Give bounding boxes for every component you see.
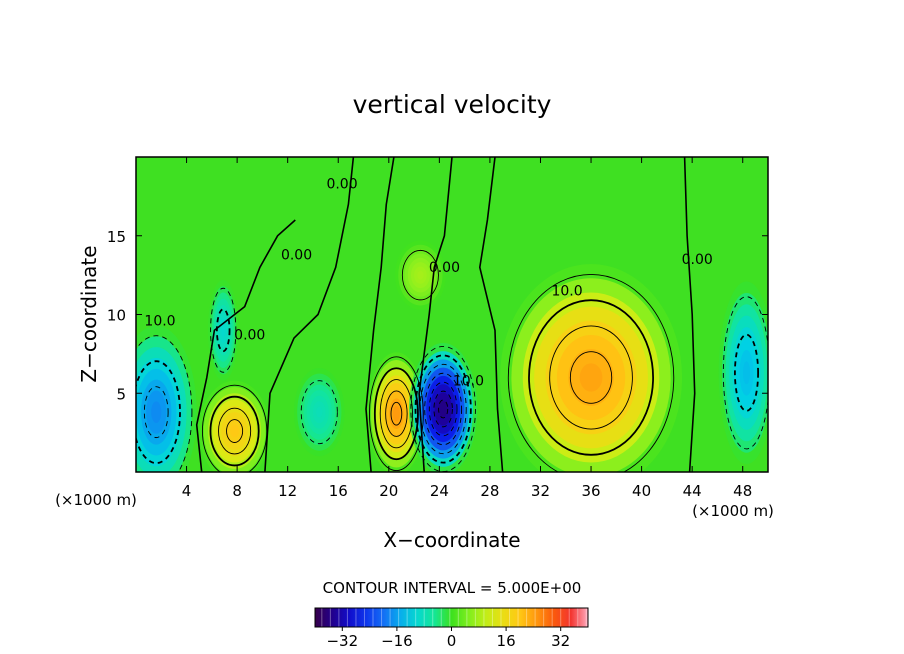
y-tick-label: 15	[107, 228, 126, 246]
contour-label: 0.00	[234, 328, 265, 344]
colorbar-tick-label: −32	[326, 632, 358, 650]
zero-contour	[264, 157, 355, 472]
zero-contour	[195, 219, 296, 472]
downdraft-cell	[208, 279, 239, 381]
x-tick-label: 4	[182, 482, 192, 500]
x-tick-label: 44	[683, 482, 702, 500]
contour-lines	[136, 157, 768, 472]
zero-contour	[683, 157, 696, 472]
colorbar-tick-label: −16	[381, 632, 413, 650]
x-tick-label: 20	[379, 482, 398, 500]
colorbar-tick-label: 0	[447, 632, 457, 650]
downdraft-cell	[136, 325, 197, 472]
x-unit-left: (×1000 m)	[55, 491, 137, 509]
colorbar-gradient	[315, 608, 588, 627]
plot-area: 10.0 0.00 0.00 0.00 0.00 10.0 10.0 0.00	[135, 156, 769, 473]
x-tick-label: 24	[430, 482, 449, 500]
contour-label: 0.00	[281, 247, 312, 263]
colorbar-ticks: −32 −16 0 16 32	[326, 627, 570, 650]
x-unit-right: (×1000 m)	[692, 502, 774, 520]
contour-label: 10.0	[453, 373, 484, 389]
y-axis-label: Z−coordinate	[77, 245, 101, 382]
x-tick-label: 28	[480, 482, 499, 500]
updraft-cell	[199, 380, 270, 472]
y-tick-label: 10	[107, 307, 126, 325]
contour-label: 0.00	[682, 252, 713, 268]
updraft-cell	[500, 264, 683, 472]
x-tick-label: 40	[632, 482, 651, 500]
x-tick-label: 36	[581, 482, 600, 500]
x-axis-label: X−coordinate	[383, 528, 520, 552]
colorbar-tick-label: 16	[497, 632, 516, 650]
chart-title: vertical velocity	[353, 90, 552, 119]
zero-contour	[365, 157, 395, 472]
x-tick-label: 12	[278, 482, 297, 500]
y-tick-label: 5	[116, 385, 126, 403]
contour-label: 0.00	[429, 260, 460, 276]
x-axis: 4 8 12 16 20 24 28 32 36 40 44 48	[182, 157, 752, 500]
zero-contour	[478, 157, 504, 472]
colorbar-tick-label: 32	[551, 632, 570, 650]
contour-label: 0.00	[326, 177, 357, 193]
downdraft-cell	[718, 281, 768, 465]
contour-interval-text: CONTOUR INTERVAL = 5.000E+00	[323, 579, 582, 597]
x-tick-label: 8	[232, 482, 242, 500]
y-axis: 5 10 15	[107, 228, 768, 403]
updraft-cell	[367, 352, 426, 472]
x-tick-label: 32	[531, 482, 550, 500]
colorbar-stripes	[321, 608, 587, 627]
contour-label: 10.0	[551, 284, 582, 300]
zero-contour	[418, 157, 453, 472]
x-tick-label: 48	[733, 482, 752, 500]
x-tick-label: 16	[329, 482, 348, 500]
colorbar: −32 −16 0 16 32	[314, 607, 589, 650]
contour-label: 10.0	[144, 314, 175, 330]
contour-labels: 10.0 0.00 0.00 0.00 0.00 10.0 10.0 0.00	[144, 177, 712, 390]
downdraft-cell	[409, 342, 478, 472]
